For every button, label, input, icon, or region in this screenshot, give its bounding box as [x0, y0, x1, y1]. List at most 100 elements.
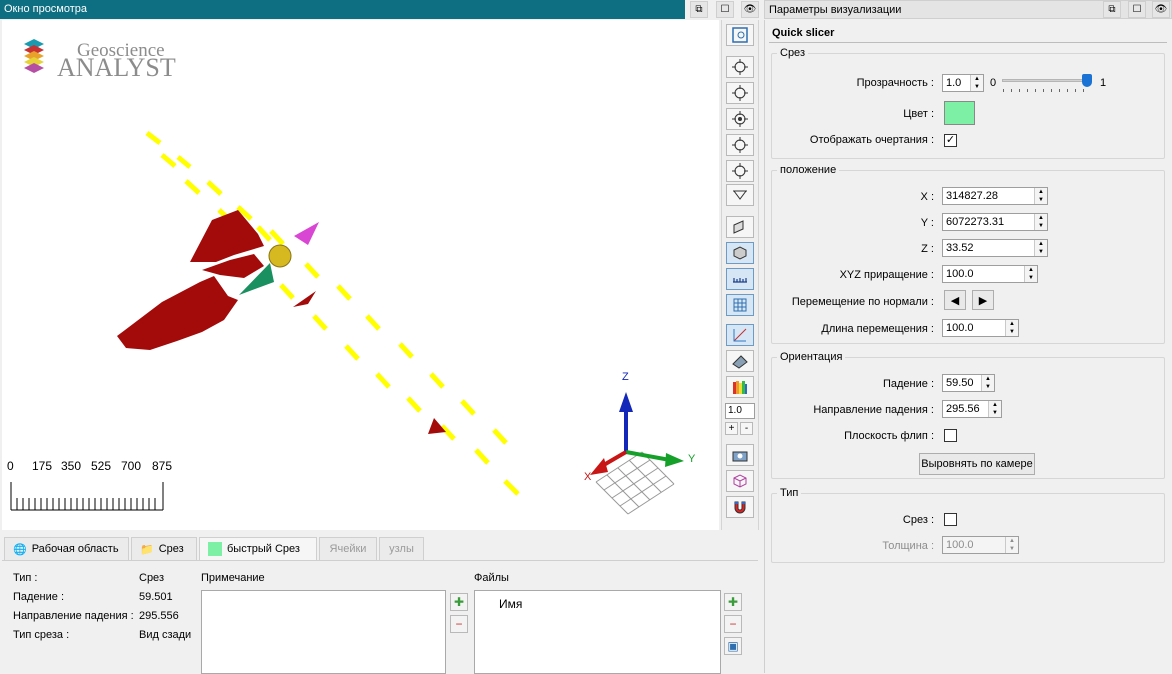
slider-min-label: 0 [990, 77, 997, 89]
thickness-label: Толщина : [882, 540, 934, 552]
thickness-input[interactable]: 100.0 ▲ ▼ [942, 536, 1019, 554]
dip-label: Падение : [882, 378, 934, 390]
xyz-increment-input[interactable]: 100.0 ▲ ▼ [942, 265, 1038, 283]
remove-file-icon: − [729, 617, 737, 631]
snap-button[interactable] [726, 496, 754, 518]
slicer-gizmo[interactable] [239, 222, 319, 295]
view-bottom-button[interactable] [726, 82, 754, 104]
3d-viewport[interactable]: Geoscience ANALYST [2, 20, 719, 530]
target-icon [732, 163, 748, 179]
zoom-extents-icon [732, 27, 748, 43]
view-side-button[interactable] [726, 160, 754, 182]
tab-cells[interactable]: Ячейки [319, 537, 377, 561]
tab-label: быстрый Срез [227, 543, 300, 555]
transparency-input[interactable]: 1.0 ▲ ▼ [942, 74, 984, 92]
header-divider [769, 42, 1167, 43]
magnet-icon [734, 501, 746, 514]
dip-direction-input[interactable]: 295.56 ▲ ▼ [942, 400, 1002, 418]
y-value: 6072273.31 [946, 216, 1005, 228]
spin-arrows-icon[interactable]: ▲ ▼ [1005, 320, 1018, 336]
screenshot-button[interactable] [726, 444, 754, 466]
cube-icon [733, 220, 744, 234]
dip-value: 59.50 [946, 377, 974, 389]
view-back-button[interactable] [726, 134, 754, 156]
add-note-button[interactable]: ✚ [450, 593, 468, 611]
note-label: Примечание [201, 572, 265, 584]
spin-arrows-icon[interactable]: ▲ ▼ [1034, 188, 1047, 204]
box-icon [733, 246, 747, 260]
position-group-title: положение [777, 164, 840, 176]
view-front-button[interactable] [726, 108, 754, 130]
float-window-icon[interactable]: ⧉ [1103, 1, 1121, 18]
box-view-button[interactable] [726, 242, 754, 264]
normal-move-label: Перемещение по нормали : [791, 296, 934, 308]
zoom-factor-input[interactable]: 1.0 [725, 403, 755, 419]
tab-slice[interactable]: 📁 Срез [131, 537, 197, 561]
remove-note-button[interactable]: − [450, 615, 468, 633]
spin-arrows-icon[interactable]: ▲ ▼ [988, 401, 1001, 417]
transparency-slider[interactable] [1002, 74, 1092, 94]
geoscience-logo-icon [24, 39, 44, 73]
tab-label: Ячейки [329, 543, 367, 555]
scale-label-875: 875 [152, 459, 172, 473]
tab-workspace[interactable]: 🌐 Рабочая область [4, 537, 129, 561]
scale-label-525: 525 [91, 459, 111, 473]
flip-plane-checkbox[interactable] [944, 429, 957, 442]
spin-arrows-icon[interactable]: ▲ ▼ [1024, 266, 1037, 282]
spin-arrows-icon[interactable]: ▲ ▼ [1034, 214, 1047, 230]
align-to-camera-button[interactable]: Выровнять по камере [919, 453, 1035, 475]
zoom-in-button[interactable]: + [725, 422, 738, 435]
spin-arrows-icon[interactable]: ▲ ▼ [981, 375, 994, 391]
zoom-out-button[interactable]: - [740, 422, 753, 435]
move-forward-button[interactable]: ▶ [972, 290, 994, 310]
tab-quick-slice[interactable]: быстрый Срез [199, 537, 317, 562]
scale-bar-toggle-button[interactable] [726, 268, 754, 290]
zoom-extents-button[interactable] [726, 24, 754, 46]
outline-checkbox[interactable]: ✓ [944, 134, 957, 147]
color-picker-button[interactable] [944, 101, 975, 125]
x-label: X : [920, 191, 934, 203]
z-input[interactable]: 33.52 ▲ ▼ [942, 239, 1048, 257]
grid-toggle-button[interactable] [726, 294, 754, 316]
remove-comment-icon: − [455, 617, 463, 631]
tab-label: Срез [158, 543, 184, 555]
save-file-button[interactable]: ▣ [724, 637, 742, 655]
maximize-icon[interactable]: ☐ [1128, 1, 1146, 18]
spin-arrows-icon[interactable]: ▲ ▼ [970, 75, 983, 91]
logo-text-top: Geoscience [77, 40, 165, 61]
spin-arrows-icon[interactable]: ▲ ▼ [1034, 240, 1047, 256]
axis-z-label: Z [622, 371, 629, 383]
hide-panel-icon[interactable]: 👁 [1152, 1, 1170, 18]
view-down-button[interactable] [726, 184, 754, 206]
dip-input[interactable]: 59.50 ▲ ▼ [942, 374, 995, 392]
color-bars-icon [733, 381, 747, 394]
move-length-input[interactable]: 100.0 ▲ ▼ [942, 319, 1019, 337]
files-list[interactable]: Имя [474, 590, 721, 674]
hide-panel-icon[interactable]: 👁 [741, 1, 759, 18]
quick-slicer-header: Quick slicer [772, 27, 835, 39]
move-back-button[interactable]: ◀ [944, 290, 966, 310]
color-scale-button[interactable] [726, 376, 754, 398]
clip-plane-button[interactable] [726, 350, 754, 372]
target-icon [732, 59, 748, 75]
x-value: 314827.28 [946, 190, 998, 202]
axes-toggle-button[interactable] [726, 324, 754, 346]
tab-nodes[interactable]: узлы [379, 537, 424, 561]
remove-file-button[interactable]: − [724, 615, 742, 633]
xyz-increment-label: XYZ приращение : [839, 269, 934, 281]
float-window-icon[interactable]: ⧉ [690, 1, 708, 18]
view-top-button[interactable] [726, 56, 754, 78]
note-textarea[interactable] [201, 590, 446, 674]
bounding-box-button[interactable] [726, 470, 754, 492]
y-input[interactable]: 6072273.31 ▲ ▼ [942, 213, 1048, 231]
maximize-icon[interactable]: ☐ [716, 1, 734, 18]
type-slice-checkbox[interactable] [944, 513, 957, 526]
spin-arrows-icon[interactable]: ▲ ▼ [1005, 537, 1018, 553]
add-file-button[interactable]: ✚ [724, 593, 742, 611]
right-panel-title: Параметры визуализации [769, 4, 902, 16]
thickness-value: 100.0 [946, 539, 974, 551]
x-input[interactable]: 314827.28 ▲ ▼ [942, 187, 1048, 205]
scene-canvas[interactable]: Geoscience ANALYST [2, 20, 719, 530]
perspective-button[interactable] [726, 216, 754, 238]
slider-thumb[interactable] [1082, 74, 1092, 87]
